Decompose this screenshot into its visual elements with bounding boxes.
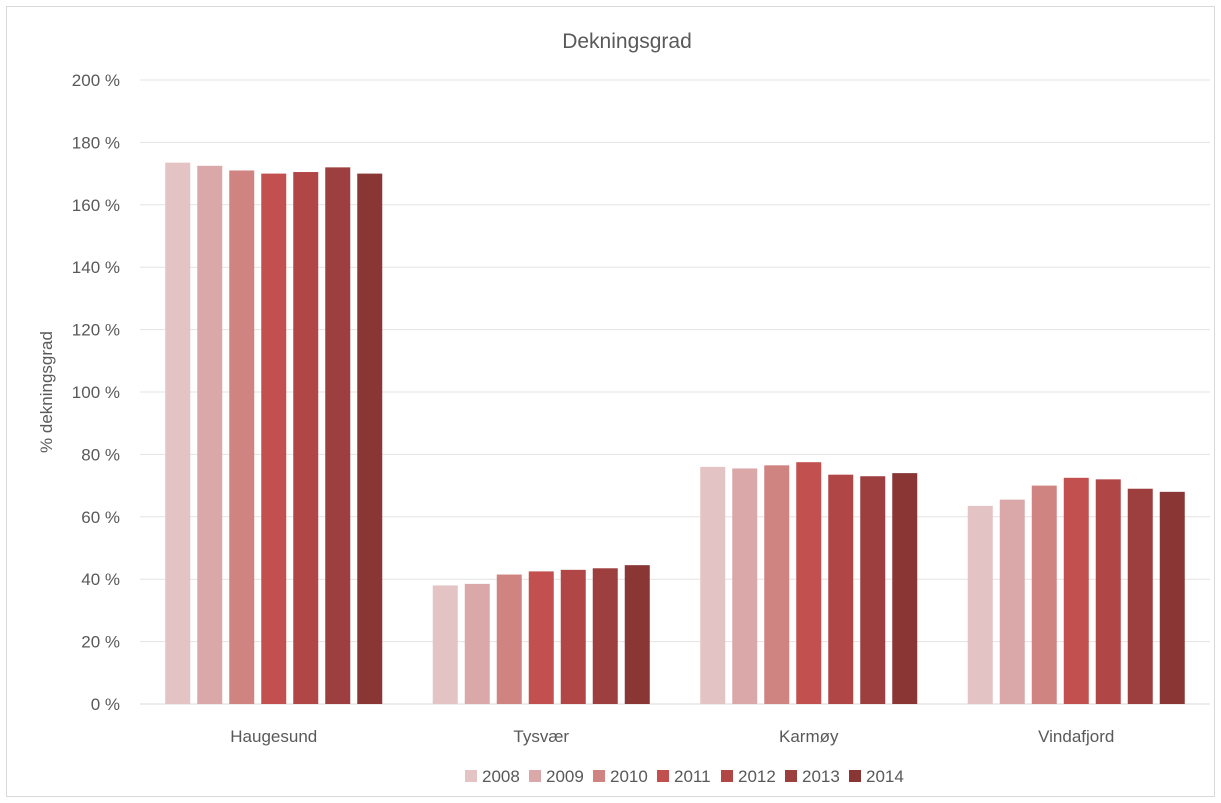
chart-title: Dekningsgrad	[562, 30, 692, 53]
bar	[796, 462, 822, 704]
y-tick-label: 0 %	[91, 695, 120, 714]
legend-label: 2012	[738, 767, 776, 786]
y-tick-label: 80 %	[81, 445, 120, 464]
bar	[592, 568, 618, 704]
y-tick-label: 100 %	[72, 383, 120, 402]
bar	[1127, 488, 1153, 704]
legend-swatch	[721, 770, 733, 782]
legend-label: 2011	[674, 767, 711, 786]
legend-label: 2010	[610, 767, 648, 786]
bar	[1063, 477, 1089, 704]
bar	[967, 505, 993, 704]
legend-swatch	[529, 770, 541, 782]
legend-label: 2014	[866, 767, 904, 786]
y-axis-label: % dekningsgrad	[37, 331, 56, 453]
legend-swatch	[593, 770, 605, 782]
y-tick-label: 160 %	[72, 196, 120, 215]
bar	[432, 585, 458, 704]
bar	[325, 167, 351, 705]
legend-swatch	[465, 770, 477, 782]
bar	[464, 583, 490, 704]
x-tick-label: Haugesund	[230, 727, 317, 746]
bar	[165, 162, 191, 704]
bar	[764, 465, 790, 704]
bar	[828, 474, 854, 704]
y-tick-label: 40 %	[81, 570, 120, 589]
bar	[357, 173, 383, 705]
bar	[528, 571, 554, 704]
bar	[1095, 479, 1121, 704]
bar	[293, 172, 319, 705]
bar	[229, 170, 255, 705]
x-tick-label: Vindafjord	[1038, 727, 1114, 746]
y-tick-label: 200 %	[72, 71, 120, 90]
legend-swatch	[785, 770, 797, 782]
bar	[496, 574, 522, 704]
x-tick-label: Tysvær	[513, 727, 569, 746]
legend-label: 2008	[482, 767, 520, 786]
bars	[165, 162, 1185, 705]
x-tick-labels: Haugesund Tysvær Karmøy Vindafjord	[230, 727, 1114, 746]
legend-swatch	[849, 770, 861, 782]
bar	[999, 499, 1025, 704]
y-tick-label: 120 %	[72, 321, 120, 340]
y-tick-label: 180 %	[72, 133, 120, 152]
legend: 2008 2009 2010 2011 2012 2013 2014	[465, 767, 904, 786]
y-tick-label: 60 %	[81, 508, 120, 527]
bar	[732, 468, 758, 704]
x-tick-label: Karmøy	[779, 727, 839, 746]
bar	[560, 569, 586, 704]
bar	[197, 165, 223, 705]
bar	[700, 466, 726, 704]
y-tick-labels: 0 % 20 % 40 % 60 % 80 % 100 % 120 % 140 % 160 % 1…	[72, 71, 120, 714]
y-tick-label: 140 %	[72, 258, 120, 277]
gridlines	[140, 79, 1210, 705]
bar	[1031, 485, 1057, 704]
legend-label: 2009	[546, 767, 584, 786]
bar	[1159, 491, 1185, 704]
y-tick-label: 20 %	[81, 633, 120, 652]
bar	[624, 565, 650, 704]
bar	[860, 476, 886, 704]
bar	[261, 173, 287, 705]
bar	[892, 473, 918, 704]
legend-label: 2013	[802, 767, 840, 786]
legend-swatch	[657, 770, 669, 782]
